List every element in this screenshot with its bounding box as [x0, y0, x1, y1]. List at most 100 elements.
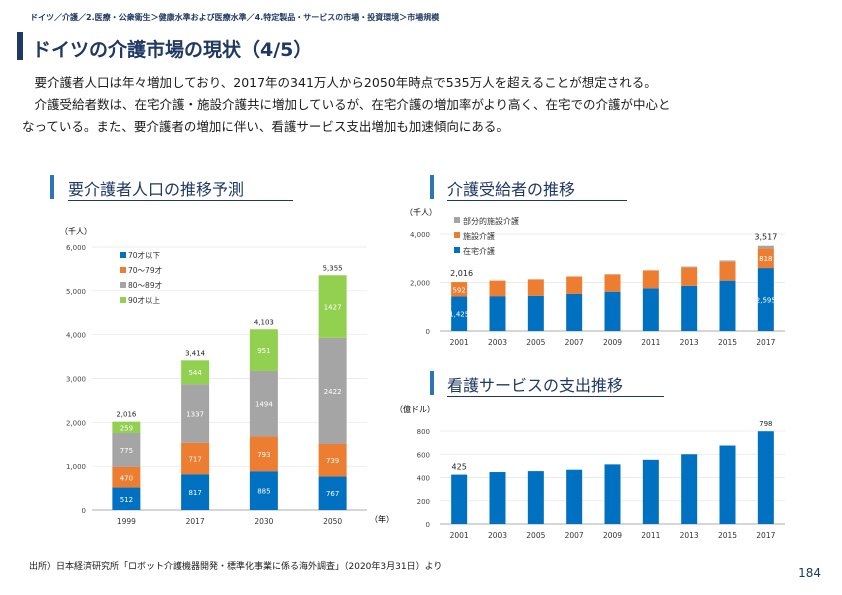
- segment-label: 259: [120, 424, 133, 432]
- segment-label: 885: [257, 488, 270, 496]
- x-tick-label: 2015: [718, 531, 737, 540]
- bar-segment: [112, 432, 141, 467]
- y-tick-label: 800: [417, 428, 430, 436]
- section-bar-population: [50, 175, 54, 199]
- bar-segment: [318, 337, 347, 444]
- legend-swatch: [120, 267, 126, 273]
- y-tick-label: 2,000: [66, 419, 86, 427]
- x-tick-label: 2011: [641, 531, 660, 540]
- legend-swatch: [454, 232, 460, 238]
- bar-segment: [249, 436, 278, 472]
- bar-segment: [681, 267, 698, 286]
- segment-label: 775: [120, 447, 133, 455]
- y-tick-label: 0: [426, 328, 430, 336]
- legend-swatch: [454, 247, 460, 253]
- bar-segment: [318, 476, 347, 510]
- y-tick-label: 0: [82, 507, 86, 515]
- title-accent-bar: [17, 32, 23, 60]
- bar-segment: [112, 421, 141, 433]
- x-tick-label: 2009: [603, 531, 622, 540]
- x-tick-label: 2005: [526, 531, 545, 540]
- section-title-recipients: 介護受給者の推移: [447, 180, 576, 199]
- total-label: 3,517: [754, 233, 777, 242]
- segment-label: 2422: [324, 388, 342, 396]
- segment-label: 1337: [186, 410, 204, 418]
- bar-segment: [681, 285, 698, 331]
- bar-segment: [451, 296, 468, 331]
- bar-segment: [757, 245, 774, 249]
- bar-segment: [757, 268, 774, 331]
- bar-segment: [604, 274, 621, 292]
- x-tick-label: 2003: [488, 531, 507, 540]
- legend-swatch: [454, 217, 460, 223]
- y-tick-label: 200: [417, 498, 430, 506]
- x-tick-label: 2003: [488, 338, 507, 347]
- bar-segment: [604, 291, 621, 331]
- x-tick-label: 2007: [565, 531, 584, 540]
- bar-segment: [112, 487, 141, 510]
- segment-label: 818: [759, 255, 772, 263]
- bar-segment: [249, 471, 278, 510]
- unit-label: （億ドル）: [395, 404, 435, 414]
- legend-label: 70才以下: [128, 250, 161, 260]
- segment-label: 592: [452, 286, 465, 294]
- y-tick-label: 4,000: [66, 332, 86, 340]
- total-label: 2,016: [116, 411, 137, 419]
- bar-segment: [318, 275, 347, 338]
- legend-label: 施設介護: [463, 231, 495, 241]
- segment-label: 817: [188, 489, 201, 497]
- bar-segment: [318, 443, 347, 477]
- source-note: 出所）日本経済研究所「ロボット介護機器開発・標準化事業に係る海外調査」（2020…: [29, 562, 443, 572]
- unit-label: （千人）: [60, 226, 92, 236]
- y-tick-label: 3,000: [66, 376, 86, 384]
- body-line-1: 要介護者人口は年々増加しており、2017年の341万人から2050年時点で535…: [34, 75, 657, 90]
- body-line-3: なっている。また、要介護者の増加に伴い、看護サービス支出増加も加速傾向にある。: [22, 119, 509, 134]
- segment-label: 951: [257, 347, 270, 355]
- value-label: 425: [452, 463, 467, 472]
- bar-segment: [527, 295, 544, 331]
- section-underline: [68, 200, 293, 201]
- x-tick-label: 2017: [186, 517, 205, 526]
- legend-label: 在宅介護: [463, 246, 495, 256]
- x-tick-label: 1999: [117, 517, 136, 526]
- bar-segment: [249, 329, 278, 371]
- y-tick-label: 2,000: [410, 280, 430, 288]
- x-tick-label: 2001: [450, 338, 469, 347]
- bar: [451, 474, 468, 524]
- y-tick-label: 400: [417, 475, 430, 483]
- recipients-chart: （千人） 0 2,000 4,000 2001 2,016 592 1,425 2003 200…: [405, 207, 785, 347]
- section-bar-recipients: [430, 175, 434, 199]
- x-tick-label: 2017: [756, 338, 775, 347]
- x-tick-label: 2013: [680, 338, 699, 347]
- y-tick-label: 6,000: [66, 244, 86, 252]
- bar-segment: [451, 282, 468, 297]
- segment-label: 739: [326, 457, 339, 465]
- bar-segment: [566, 276, 583, 294]
- x-tick-label: 2030: [254, 517, 273, 526]
- bar: [642, 459, 659, 524]
- bar-segment: [181, 474, 210, 510]
- population-chart: （千人） （年） 0 1,000 2,000 3,000 4,000 5,000 6,000…: [60, 226, 394, 526]
- total-label: 3,414: [185, 349, 206, 357]
- y-tick-label: 4,000: [410, 231, 430, 239]
- total-label: 4,103: [254, 318, 274, 326]
- bar: [527, 471, 544, 524]
- legend-label: 80〜89才: [128, 280, 163, 290]
- x-tick-label: 2005: [526, 338, 545, 347]
- x-unit-label: （年）: [370, 514, 394, 524]
- bar-segment: [681, 266, 698, 268]
- x-tick-label: 2050: [323, 517, 342, 526]
- legend-label: 部分的施設介護: [463, 216, 519, 226]
- x-tick-label: 2015: [718, 338, 737, 347]
- segment-label: 1427: [324, 304, 342, 312]
- bar-segment: [642, 270, 659, 289]
- page-number: 184: [798, 566, 821, 580]
- segment-label: 470: [120, 474, 133, 482]
- bar-segment: [249, 370, 278, 437]
- bar: [604, 464, 621, 524]
- section-title-spending: 看護サービスの支出推移: [447, 376, 624, 395]
- segment-label: 544: [188, 369, 202, 377]
- bar-segment: [757, 248, 774, 269]
- x-tick-label: 2013: [680, 531, 699, 540]
- y-tick-label: 600: [417, 451, 430, 459]
